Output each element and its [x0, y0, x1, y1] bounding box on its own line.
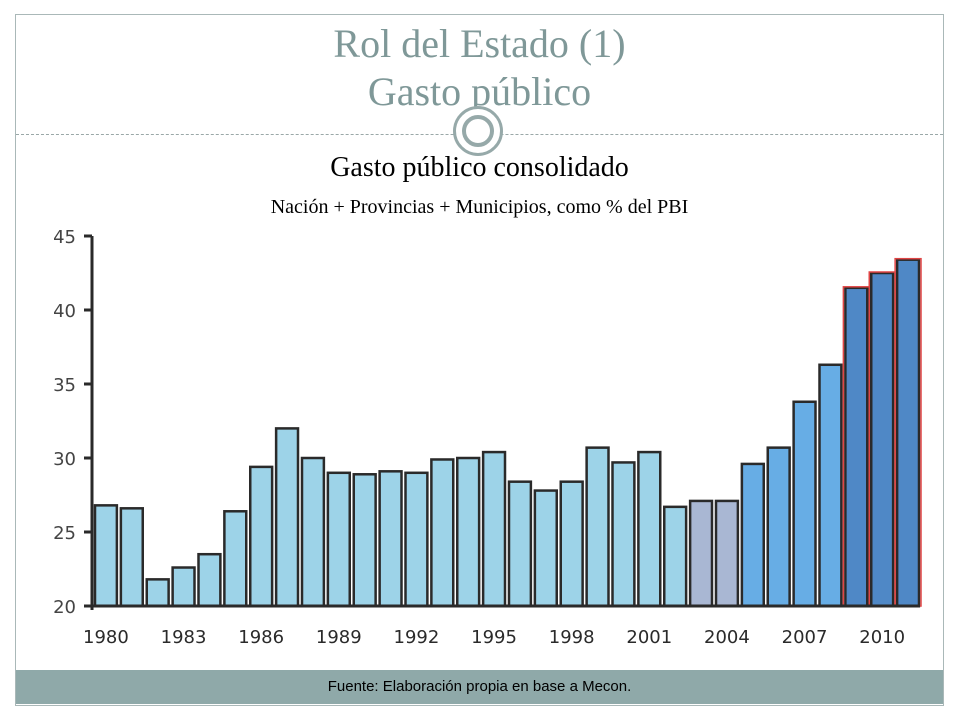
bar: [740, 462, 765, 608]
bar: [559, 480, 584, 608]
bar: [663, 505, 688, 608]
bar: [223, 510, 248, 608]
bar: [818, 363, 843, 608]
bar: [119, 507, 144, 608]
slide-frame-right: [943, 14, 944, 706]
bar: [326, 471, 351, 608]
bar: [533, 489, 558, 608]
bar: [611, 461, 636, 608]
x-tick-label: 1992: [394, 627, 440, 648]
bar: [870, 271, 895, 608]
bar: [456, 456, 481, 608]
slide-frame-left: [15, 14, 16, 706]
y-tick-label: 20: [53, 597, 76, 618]
bar: [171, 566, 196, 608]
y-tick-label: 35: [53, 375, 76, 396]
x-tick-label: 1998: [549, 627, 595, 648]
bar: [481, 450, 507, 608]
bar: [378, 470, 403, 608]
bar-chart: 20 25 30 35 40 45 1980 1983 1986 1989 1992 1995 1998…: [53, 227, 922, 648]
bar: [792, 400, 817, 608]
y-tick-label: 40: [53, 301, 76, 322]
chart-title: Gasto público consolidado: [330, 152, 629, 183]
bar: [844, 286, 869, 608]
x-tick-label: 1980: [83, 627, 129, 648]
ring-ornament-inner: [462, 115, 494, 147]
bar: [714, 499, 740, 608]
x-tick-label: 2004: [704, 627, 750, 648]
y-tick-label: 30: [53, 449, 76, 470]
bar: [430, 458, 455, 608]
bar: [145, 578, 170, 608]
bar: [197, 552, 222, 608]
bar: [404, 471, 429, 608]
y-tick-label: 25: [53, 523, 76, 544]
slide-frame-top: [15, 14, 943, 15]
bar: [688, 499, 714, 608]
x-tick-label: 2001: [626, 627, 672, 648]
slide-frame-bottom: [15, 705, 944, 706]
source-text: Fuente: Elaboración propia en base a Mec…: [327, 678, 632, 695]
x-tick-label: 1989: [316, 627, 362, 648]
bar: [637, 450, 662, 608]
x-tick-label: 1986: [238, 627, 284, 648]
bar: [895, 258, 921, 608]
chart-subtitle: Nación + Provincias + Municipios, como %…: [270, 196, 689, 218]
x-tick-label: 1983: [161, 627, 207, 648]
bar: [585, 446, 610, 608]
x-tick-label: 2010: [859, 627, 905, 648]
bar: [93, 504, 119, 608]
ring-ornament: [453, 106, 503, 156]
slide-title-line1: Rol del Estado (1): [333, 21, 626, 66]
source-bar: Fuente: Elaboración propia en base a Mec…: [16, 670, 943, 704]
x-tick-label: 2007: [782, 627, 828, 648]
bar: [507, 480, 533, 608]
y-tick-label: 45: [53, 227, 76, 248]
x-tick-label: 1995: [471, 627, 517, 648]
slide-title: Rol del Estado (1) Gasto público: [16, 14, 943, 134]
bar: [766, 446, 791, 608]
bar: [352, 473, 377, 608]
bar: [300, 456, 326, 608]
bar: [274, 427, 300, 608]
bar: [249, 465, 274, 608]
